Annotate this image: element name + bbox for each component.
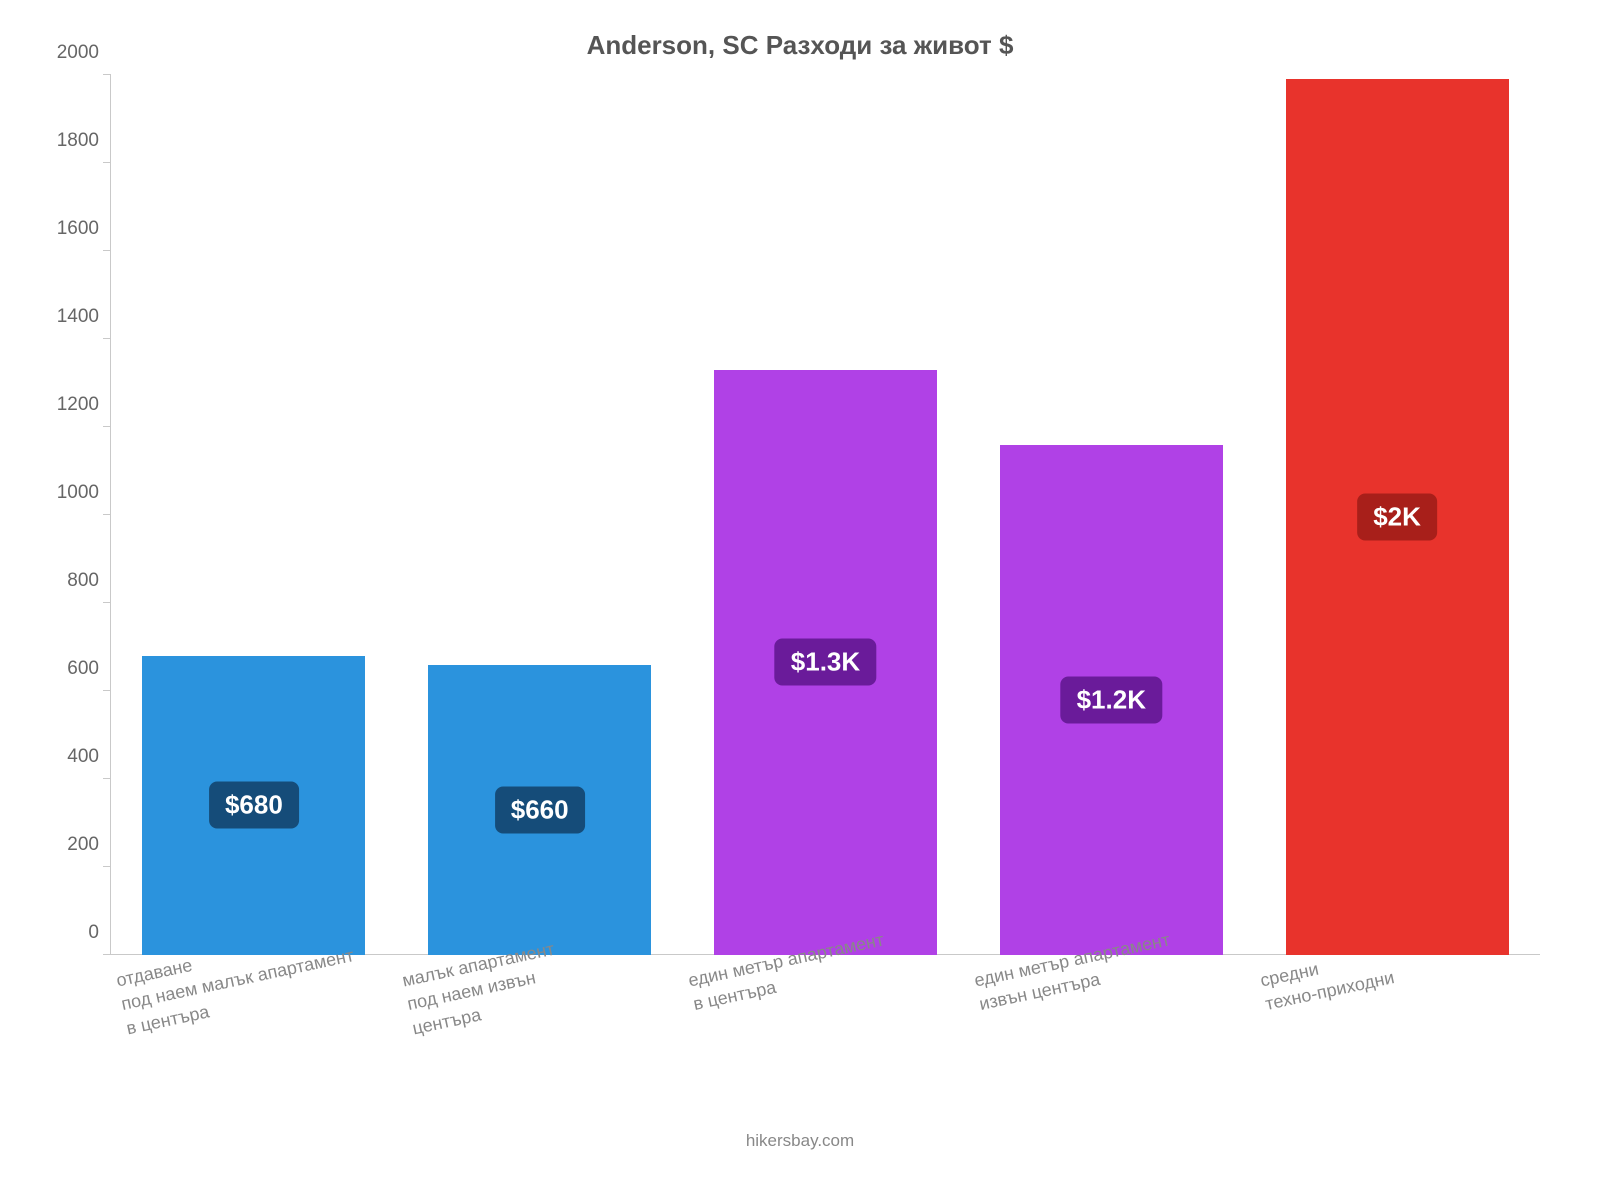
y-axis-label: 600 (41, 658, 99, 680)
x-label-slot: един метър апартамент извън центъра (968, 955, 1254, 1135)
bar-slot: $680 (111, 75, 397, 955)
y-axis-label: 1400 (41, 306, 99, 328)
x-label-slot: малък апартамент под наем извън центъра (396, 955, 682, 1135)
bar-slot: $2K (1254, 75, 1540, 955)
value-badge: $680 (209, 782, 299, 829)
value-badge: $660 (495, 786, 585, 833)
bar: $1.3K (714, 370, 937, 955)
y-axis-label: 1800 (41, 130, 99, 152)
bar: $660 (428, 665, 651, 955)
x-axis-labels: отдаване под наем малък апартамент в цен… (110, 955, 1540, 1135)
y-axis-label: 1000 (41, 482, 99, 504)
cost-of-living-chart: Anderson, SC Разходи за живот $ $680 $660… (0, 0, 1600, 1200)
y-tick (103, 338, 111, 339)
y-tick (103, 514, 111, 515)
y-axis-label: 800 (41, 570, 99, 592)
chart-title: Anderson, SC Разходи за живот $ (40, 30, 1560, 61)
x-label-slot: отдаване под наем малък апартамент в цен… (110, 955, 396, 1135)
y-tick (103, 74, 111, 75)
y-axis-label: 200 (41, 834, 99, 856)
x-label-slot: един метър апартамент в центъра (682, 955, 968, 1135)
y-tick (103, 250, 111, 251)
y-axis-label: 0 (41, 922, 99, 944)
y-tick (103, 866, 111, 867)
bar-slot: $660 (397, 75, 683, 955)
bars-container: $680 $660 $1.3K $1.2K $2K (111, 75, 1540, 955)
value-badge: $1.3K (775, 639, 876, 686)
y-axis-label: 2000 (41, 42, 99, 64)
bar-slot: $1.3K (683, 75, 969, 955)
bar: $2K (1286, 79, 1509, 955)
plot-area: $680$660$1.3K$1.2K$2K 020040060080010001… (110, 75, 1540, 955)
y-axis-label: 400 (41, 746, 99, 768)
value-badge: $2K (1357, 494, 1437, 541)
bar: $1.2K (1000, 445, 1223, 955)
y-axis-label: 1600 (41, 218, 99, 240)
y-tick (103, 778, 111, 779)
y-tick (103, 162, 111, 163)
y-tick (103, 690, 111, 691)
y-axis-label: 1200 (41, 394, 99, 416)
x-label-slot: средни техно-приходни (1254, 955, 1540, 1135)
value-badge: $1.2K (1061, 676, 1162, 723)
bar-slot: $1.2K (968, 75, 1254, 955)
bar: $680 (142, 656, 365, 955)
y-tick (103, 602, 111, 603)
y-tick (103, 426, 111, 427)
